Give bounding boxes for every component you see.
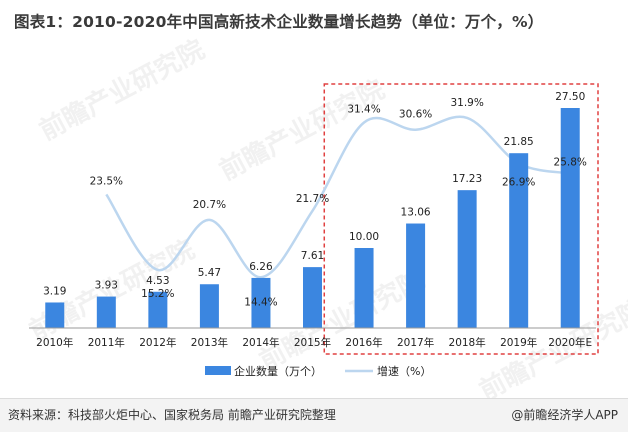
growth-value-label: 25.8% [554,156,587,168]
x-tick-label: 2016年 [345,336,382,349]
brand-label: @前瞻经济学人APP [511,408,618,422]
bar-value-label: 5.47 [198,267,221,279]
bar-value-label: 7.61 [301,250,324,262]
bar-2017年 [406,223,426,328]
growth-value-label: 31.9% [450,97,483,109]
growth-rate-line [105,115,571,279]
growth-value-label: 15.2% [141,288,174,300]
bar-value-label: 3.19 [43,285,66,297]
legend-line-label: 增速（%） [377,364,431,378]
x-tick-label: 2013年 [191,336,228,349]
bar-value-label: 3.93 [95,280,118,292]
growth-value-label: 21.7% [296,193,329,205]
x-tick-label: 2015年 [294,336,331,349]
growth-value-label: 20.7% [193,199,226,211]
bar-2015年 [303,267,322,328]
highlight-box [323,83,599,355]
x-tick-label: 2014年 [242,336,279,349]
bar-2010年 [45,302,65,328]
source-note: 资料来源：科技部火炬中心、国家税务局 前瞻产业研究院整理 [8,408,336,422]
bar-value-label: 27.50 [555,91,585,103]
bar-value-label: 13.06 [401,207,431,219]
x-tick-label: 2019年 [500,336,537,349]
chart-title: 图表1：2010-2020年中国高新技术企业数量增长趋势（单位：万个，%） [14,13,544,31]
bar-value-label: 10.00 [349,231,379,243]
chart-canvas: 3.19 3.93 4.53 5.47 6.26 7.61 10.00 13.06 17.23 2… [29,83,599,378]
bar-value-label: 4.53 [146,275,169,287]
x-tick-label: 2018年 [449,336,486,349]
growth-value-label: 30.6% [399,109,432,121]
bar-2016年 [354,248,374,328]
growth-value-label: 23.5% [90,175,123,187]
bar-value-label: 6.26 [249,261,273,273]
growth-value-label: 26.9% [502,176,535,188]
bar-2012年 [148,291,168,328]
bar-value-label: 21.85 [504,136,534,148]
growth-value-label: 14.4% [244,296,277,308]
x-tick-label: 2020年E [548,336,592,349]
x-tick-label: 2010年 [36,336,73,349]
bar-2019年 [509,153,529,328]
footer-bar: 资料来源：科技部火炬中心、国家税务局 前瞻产业研究院整理 @前瞻经济学人APP [0,398,628,432]
bar-2018年 [457,190,477,328]
bar-2014年 [251,277,271,328]
x-tick-label: 2012年 [139,336,176,349]
growth-value-label: 31.4% [347,103,380,115]
legend-bar-swatch [205,366,231,375]
bar-2013年 [199,284,219,328]
x-tick-label: 2017年 [397,336,434,349]
legend-bar-label: 企业数量（万个） [234,364,322,378]
x-tick-label: 2011年 [88,336,125,349]
bar-2020年E [560,108,580,328]
bar-value-label: 17.23 [452,173,482,185]
bar-2011年 [96,296,116,328]
